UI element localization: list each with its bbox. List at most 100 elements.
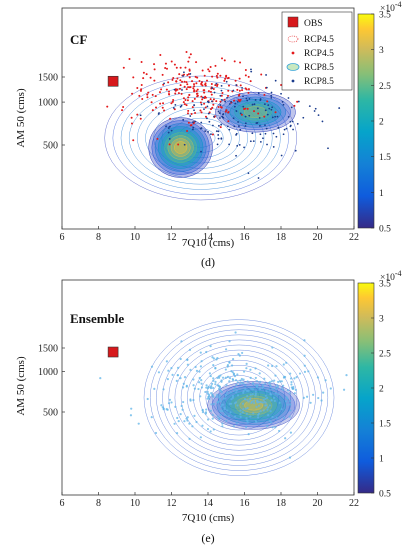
rcp45-point [238, 100, 241, 103]
rcp45-point [246, 107, 249, 110]
ensemble-point [303, 364, 306, 367]
colorbar-e-exponent: ×10-4 [380, 269, 402, 283]
rcp85-point [264, 124, 266, 127]
x-tick-label: 6 [60, 498, 65, 509]
panel-d-colorbar: 0.5 1 1.5 2 2.5 3 3.5 ×10-4 [357, 0, 402, 235]
rcp85-point [242, 95, 244, 98]
rcp45-point [195, 82, 198, 85]
legend-rcp85-point-label: RCP8.5 [304, 77, 334, 87]
ensemble-point [214, 380, 217, 383]
rcp85-point [139, 114, 142, 117]
rcp85-point [268, 107, 271, 110]
rcp45-point [187, 121, 190, 124]
ensemble-point [245, 389, 249, 392]
rcp45-point [187, 86, 190, 89]
rcp45-point [203, 102, 206, 105]
rcp85-point [239, 112, 242, 115]
rcp85-point [277, 126, 280, 129]
ensemble-point [246, 419, 249, 422]
rcp45-point [236, 88, 239, 91]
rcp45-point [153, 63, 156, 66]
rcp45-point [209, 90, 212, 93]
rcp45-point [233, 60, 236, 63]
rcp85-point [270, 91, 273, 94]
ensemble-point [212, 386, 215, 390]
ensemble-point [289, 372, 292, 375]
ensemble-point [206, 418, 210, 421]
ensemble-point [225, 419, 228, 423]
rcp85-point [271, 116, 274, 119]
ensemble-point [303, 370, 307, 373]
colorbar-tick-label: 3.5 [379, 280, 391, 290]
rcp85-point [259, 98, 262, 100]
ensemble-point [219, 409, 222, 412]
density-contour [120, 86, 281, 190]
rcp45-point [245, 88, 248, 91]
ensemble-point [233, 375, 237, 378]
ensemble-point [210, 382, 214, 385]
rcp45-point [215, 100, 218, 103]
rcp85-point [244, 115, 247, 118]
ensemble-point [288, 415, 291, 418]
panel-d-plot-area [104, 50, 341, 201]
ensemble-point [205, 408, 208, 411]
ensemble-point [345, 374, 348, 377]
ensemble-point [242, 378, 245, 381]
legend-rcp45-contour [287, 35, 299, 43]
rcp85-point [182, 118, 185, 121]
ensemble-point [242, 408, 245, 411]
ensemble-point [261, 386, 265, 389]
rcp45-point [182, 97, 185, 100]
ensemble-point [246, 394, 249, 398]
ensemble-point [199, 395, 202, 398]
ensemble-point [224, 376, 227, 379]
rcp45-point [219, 106, 222, 109]
rcp85-point [238, 125, 240, 127]
ensemble-point [241, 411, 244, 414]
rcp45-point [212, 103, 215, 106]
rcp45-point [187, 109, 190, 112]
rcp45-point [150, 101, 153, 104]
legend-rcp45-point [291, 51, 295, 55]
rcp85-point [257, 92, 260, 95]
ensemble-point [219, 399, 222, 403]
rcp45-point [239, 84, 242, 87]
ensemble-point [218, 388, 222, 392]
rcp45-point [178, 87, 181, 90]
ensemble-point [268, 383, 272, 386]
rcp45-point [162, 83, 165, 86]
rcp85-point [167, 127, 170, 129]
ensemble-point [221, 422, 224, 425]
rcp45-point [193, 97, 196, 100]
density-contour [199, 364, 279, 431]
rcp85-point [211, 124, 214, 127]
rcp85-point [253, 103, 256, 106]
rcp45-point [141, 98, 144, 101]
ensemble-point [245, 362, 248, 365]
ensemble-point [276, 385, 280, 389]
ensemble-point [270, 380, 273, 383]
ensemble-point [277, 393, 280, 396]
rcp45-point [187, 96, 190, 99]
ensemble-point [254, 367, 257, 370]
ensemble-point [221, 410, 224, 413]
ensemble-point [309, 401, 312, 404]
x-tick-label: 10 [130, 498, 140, 509]
rcp85-point [232, 117, 235, 120]
ensemble-point [280, 408, 283, 411]
ensemble-point [206, 390, 209, 393]
rcp45-point [164, 62, 167, 65]
rcp85-point [221, 99, 223, 101]
rcp45-point [238, 77, 241, 80]
ensemble-point [284, 437, 287, 440]
ensemble-point [271, 426, 274, 429]
ensemble-point [235, 422, 238, 425]
ensemble-point [268, 419, 271, 422]
rcp45-point [216, 72, 219, 75]
ensemble-point [150, 416, 153, 419]
ensemble-point [228, 377, 232, 380]
ensemble-point [355, 392, 357, 394]
rcp85-point [217, 130, 220, 133]
y-tick-label: 1000 [38, 98, 58, 109]
